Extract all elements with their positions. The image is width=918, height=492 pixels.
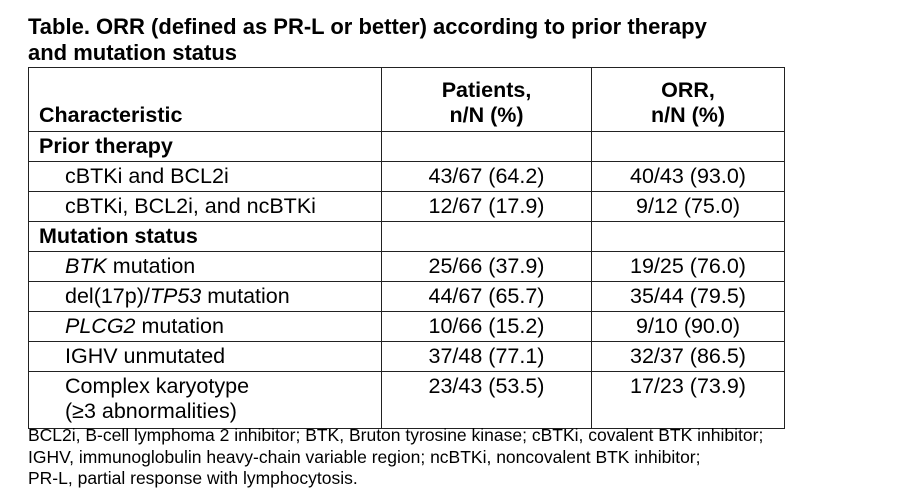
footnote-line3: PR-L, partial response with lymphocytosi… (28, 468, 358, 488)
patients-cell: 25/66 (37.9) (381, 251, 592, 282)
row-label: IGHV unmutated (28, 341, 382, 372)
table-title-line1: Table. ORR (defined as PR-L or better) a… (28, 14, 707, 39)
gene-name: TP53 (149, 284, 202, 308)
row-label-pre: del(17p)/ (65, 284, 150, 308)
section-row-mutation-status: Mutation status (28, 221, 785, 252)
orr-cell: 40/43 (93.0) (591, 161, 785, 192)
table-row: Complex karyotype (≥3 abnormalities) 23/… (28, 371, 785, 429)
row-label: del(17p)/TP53 mutation (28, 281, 382, 312)
empty-cell (591, 221, 785, 252)
table-row: cBTKi, BCL2i, and ncBTKi 12/67 (17.9) 9/… (28, 191, 785, 222)
row-label: cBTKi, BCL2i, and ncBTKi (28, 191, 382, 222)
orr-cell: 32/37 (86.5) (591, 341, 785, 372)
gene-name: BTK (65, 254, 107, 278)
row-label-line2: (≥3 abnormalities) (65, 399, 237, 423)
section-prior-therapy: Prior therapy (28, 131, 382, 162)
patients-cell: 23/43 (53.5) (381, 371, 592, 429)
orr-cell: 35/44 (79.5) (591, 281, 785, 312)
table-row: IGHV unmutated 37/48 (77.1) 32/37 (86.5) (28, 341, 785, 372)
header-orr-line1: ORR, (661, 78, 715, 102)
gene-name: PLCG2 (65, 314, 136, 338)
empty-cell (381, 221, 592, 252)
orr-cell: 9/12 (75.0) (591, 191, 785, 222)
table-row: cBTKi and BCL2i 43/67 (64.2) 40/43 (93.0… (28, 161, 785, 192)
table-row: BTK mutation 25/66 (37.9) 19/25 (76.0) (28, 251, 785, 282)
table-row: del(17p)/TP53 mutation 44/67 (65.7) 35/4… (28, 281, 785, 312)
empty-cell (381, 131, 592, 162)
section-mutation-status: Mutation status (28, 221, 382, 252)
row-label-rest: mutation (201, 284, 290, 308)
row-label-line1: Complex karyotype (65, 374, 250, 398)
orr-cell: 17/23 (73.9) (591, 371, 785, 429)
orr-cell: 9/10 (90.0) (591, 311, 785, 342)
footnote-line1: BCL2i, B-cell lymphoma 2 inhibitor; BTK,… (28, 425, 764, 445)
header-patients-line1: Patients, (441, 78, 532, 102)
row-label: BTK mutation (28, 251, 382, 282)
table-title-line2: and mutation status (28, 40, 238, 65)
row-label-rest: mutation (106, 254, 196, 278)
header-patients-line2: n/N (%) (449, 103, 524, 127)
table-row: PLCG2 mutation 10/66 (15.2) 9/10 (90.0) (28, 311, 785, 342)
row-label-rest: mutation (135, 314, 224, 338)
header-orr-line2: n/N (%) (650, 103, 726, 127)
orr-cell: 19/25 (76.0) (591, 251, 785, 282)
patients-cell: 12/67 (17.9) (381, 191, 592, 222)
row-label: PLCG2 mutation (28, 311, 382, 342)
footnote-line2: IGHV, immunoglobulin heavy-chain variabl… (28, 446, 701, 467)
row-label: Complex karyotype (≥3 abnormalities) (28, 371, 382, 429)
header-characteristic: Characteristic (28, 67, 382, 132)
patients-cell: 37/48 (77.1) (381, 341, 592, 372)
header-orr: ORR, n/N (%) (591, 67, 785, 132)
row-label: cBTKi and BCL2i (28, 161, 382, 192)
table-title: Table. ORR (defined as PR-L or better) a… (28, 14, 707, 66)
patients-cell: 10/66 (15.2) (381, 311, 592, 342)
header-patients: Patients, n/N (%) (381, 67, 592, 132)
section-row-prior-therapy: Prior therapy (28, 131, 785, 162)
patients-cell: 43/67 (64.2) (381, 161, 592, 192)
patients-cell: 44/67 (65.7) (381, 281, 592, 312)
header-row: Characteristic Patients, n/N (%) ORR, n/… (28, 67, 785, 132)
footnote: BCL2i, B-cell lymphoma 2 inhibitor; BTK,… (28, 425, 763, 490)
orr-table: Characteristic Patients, n/N (%) ORR, n/… (28, 67, 785, 429)
empty-cell (591, 131, 785, 162)
